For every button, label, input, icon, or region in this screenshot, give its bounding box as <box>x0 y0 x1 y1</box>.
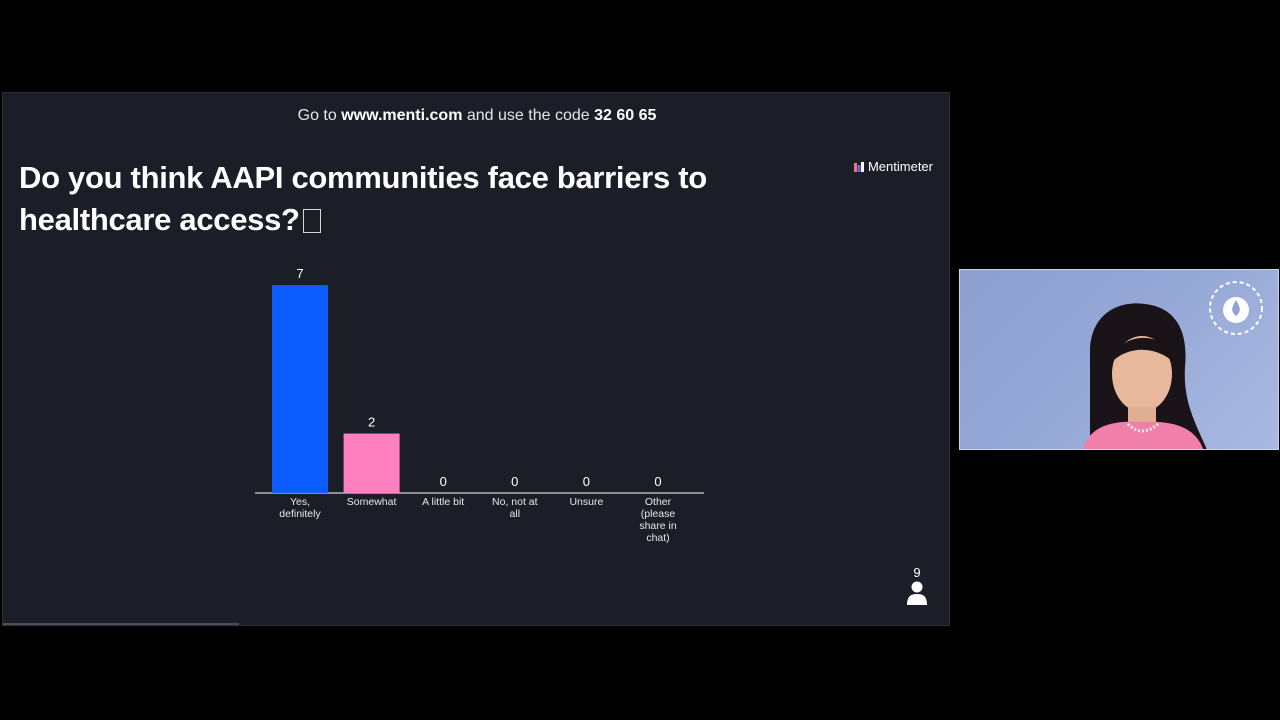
question-title: Do you think AAPI communities face barri… <box>19 157 799 241</box>
bar-chart-svg: 7 Yes, definitely 2 Somewhat 0 A little bit 0 No… <box>255 266 704 544</box>
mentimeter-brand: Mentimeter <box>853 159 933 174</box>
category-label-4: Unsure <box>569 496 603 508</box>
presentation-slide: Go to www.menti.com and use the code 32 … <box>2 92 950 626</box>
menti-url[interactable]: www.menti.com <box>341 107 463 124</box>
presenter-video-feed <box>1083 303 1207 449</box>
category-label-1: Somewhat <box>347 496 397 508</box>
presenter-webcam <box>959 269 1279 450</box>
bar-value-label-2: 0 <box>440 474 447 489</box>
bar-value-label-5: 0 <box>654 474 661 489</box>
brand-name: Mentimeter <box>867 159 933 174</box>
bar-value-label-3: 0 <box>511 474 518 489</box>
bar-value-label-1: 2 <box>368 415 375 430</box>
banner-middle: and use the code <box>466 107 590 124</box>
respondent-counter: 9 <box>905 565 929 611</box>
missing-glyph-box <box>302 209 321 233</box>
bar-1 <box>343 433 400 493</box>
join-instructions: Go to www.menti.com and use the code 32 … <box>3 107 951 125</box>
category-label-5: Other (please share in chat) <box>639 496 677 544</box>
category-label-0: Yes, definitely <box>279 496 321 520</box>
nhf-bleeding-disorders-conference-logo <box>1209 281 1263 335</box>
results-chart: 7 Yes, definitely 2 Somewhat 0 A little bit 0 No… <box>243 261 713 551</box>
banner-prefix: Go to <box>297 107 337 124</box>
bar-0 <box>272 285 328 493</box>
category-label-3: No, not at all <box>492 496 538 520</box>
bar-value-label-4: 0 <box>583 474 590 489</box>
category-label-2: A little bit <box>422 496 464 508</box>
slide-progress-bar <box>3 623 239 625</box>
question-text: Do you think AAPI communities face barri… <box>19 160 707 237</box>
respondent-count: 9 <box>913 565 921 580</box>
voting-code: 32 60 65 <box>594 107 657 124</box>
bar-value-label-0: 7 <box>296 266 303 281</box>
person-icon <box>907 581 927 605</box>
mentimeter-logo-icon <box>853 161 864 172</box>
